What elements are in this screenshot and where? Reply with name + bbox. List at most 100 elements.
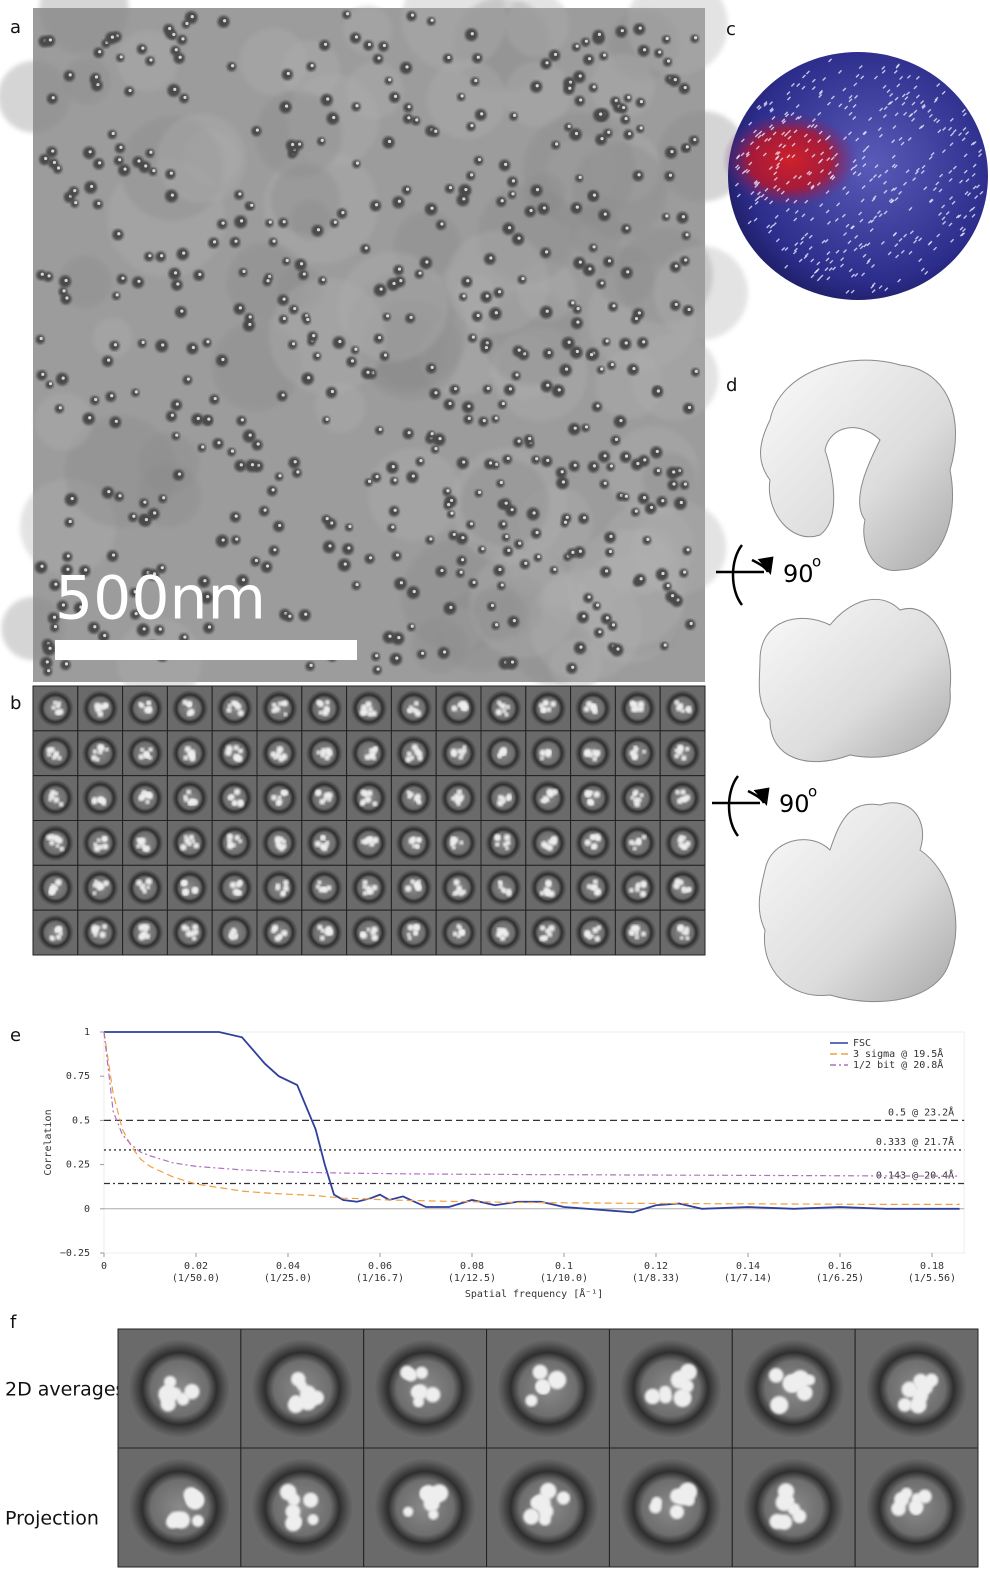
particle-core — [298, 143, 301, 146]
density-blob — [190, 753, 194, 757]
y-tick-label: 0 — [84, 1204, 90, 1215]
density-blob — [500, 747, 506, 753]
particle-core — [73, 189, 76, 192]
particle-core — [41, 373, 44, 376]
density-blob — [372, 837, 379, 844]
particle-core — [396, 553, 399, 556]
particle-core — [241, 418, 244, 421]
density-blob — [769, 1368, 784, 1383]
halo — [305, 824, 343, 862]
particle-core — [576, 45, 579, 48]
density-blob — [638, 706, 644, 712]
density-blob — [283, 880, 289, 886]
particle-core — [52, 96, 55, 99]
particle-core — [464, 188, 467, 191]
particle-core — [672, 470, 675, 473]
halo — [664, 734, 702, 772]
density-blob — [372, 801, 377, 806]
particle-core — [515, 373, 518, 376]
x-tick-label: 0 — [101, 1261, 107, 1272]
density-blob — [184, 835, 188, 839]
particle-core — [568, 87, 571, 90]
particle-core — [615, 99, 618, 102]
map-view-3 — [759, 803, 956, 1002]
particle-core — [421, 652, 424, 655]
particle-core — [518, 349, 521, 352]
particle-core — [688, 308, 691, 311]
particle-core — [636, 462, 639, 465]
density-blob — [183, 755, 188, 760]
particle-core — [443, 650, 446, 653]
particle-core — [257, 442, 260, 445]
density-blob — [228, 704, 232, 708]
particle-core — [434, 447, 437, 450]
density-blob — [687, 708, 692, 713]
particle-core — [507, 457, 510, 460]
halo — [216, 690, 254, 728]
x-tick-label: 0.04 — [276, 1261, 300, 1272]
particle-core — [248, 323, 251, 326]
density-blob — [52, 755, 57, 760]
particle-core — [683, 571, 686, 574]
particle-core — [440, 222, 443, 225]
density-blob — [49, 840, 54, 845]
particle-core — [217, 441, 220, 444]
particle-core — [585, 425, 588, 428]
particle-core — [223, 19, 226, 22]
density-blob — [180, 844, 187, 851]
particle-core — [123, 167, 126, 170]
particle-core — [477, 56, 480, 59]
density-blob — [535, 1380, 548, 1393]
density-blob — [316, 789, 322, 795]
particle-core — [234, 240, 237, 243]
particle-core — [98, 161, 101, 164]
halo — [485, 824, 523, 862]
particle-core — [144, 164, 147, 167]
particle-core — [256, 129, 259, 132]
particle-core — [175, 434, 178, 437]
particle-core — [214, 397, 217, 400]
particle-core — [135, 390, 138, 393]
halo — [574, 779, 612, 817]
density-blob — [403, 1507, 413, 1517]
density-blob — [161, 1386, 176, 1401]
particle-core — [548, 351, 551, 354]
particle-core — [71, 497, 74, 500]
particle-core — [112, 553, 115, 556]
particle-core — [197, 417, 200, 420]
particle-core — [173, 88, 176, 91]
density-blob — [361, 932, 366, 937]
particle-core — [604, 213, 607, 216]
particle-core — [395, 657, 398, 660]
particle-core — [354, 348, 357, 351]
density-blob — [227, 795, 232, 800]
particle-core — [47, 669, 50, 672]
density-blob — [182, 888, 189, 895]
density-blob — [458, 797, 463, 802]
particle-core — [283, 220, 286, 223]
particle-core — [621, 29, 624, 32]
density-blob — [280, 891, 286, 897]
particle-core — [574, 464, 577, 467]
density-blob — [453, 879, 460, 886]
particle-core — [176, 282, 179, 285]
particle-core — [536, 84, 539, 87]
particle-core — [375, 475, 378, 478]
density-blob — [593, 879, 598, 884]
particle-core — [397, 636, 400, 639]
particle-core — [536, 188, 539, 191]
particle-core — [628, 132, 631, 135]
particle-core — [407, 116, 410, 119]
x-tick-label: 0.16 — [828, 1261, 852, 1272]
particle-core — [517, 440, 520, 443]
rotation-angle: 90 — [783, 560, 814, 588]
density-blob — [415, 844, 419, 848]
particle-core — [398, 200, 401, 203]
density-blob — [96, 884, 102, 890]
particle-core — [593, 194, 596, 197]
halo — [126, 824, 164, 862]
particle-core — [148, 254, 151, 257]
background-mottle — [654, 246, 748, 340]
density-blob — [138, 754, 144, 760]
density-blob — [192, 887, 198, 893]
